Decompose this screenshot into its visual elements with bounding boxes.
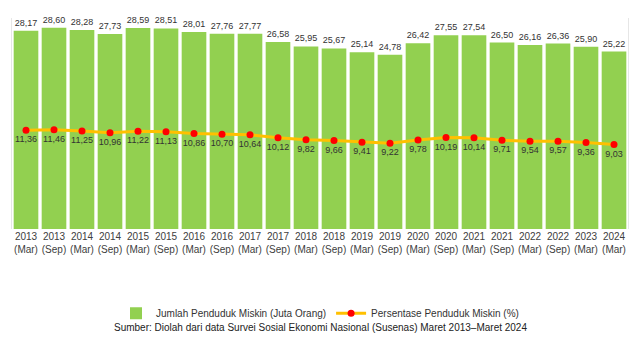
svg-text:11,25: 11,25 bbox=[71, 135, 93, 145]
svg-text:2023(Mar): 2023(Mar) bbox=[574, 231, 598, 255]
svg-text:9,36: 9,36 bbox=[577, 147, 595, 157]
svg-text:9,57: 9,57 bbox=[549, 145, 567, 155]
svg-text:26,16: 26,16 bbox=[519, 32, 542, 42]
svg-text:9,82: 9,82 bbox=[297, 144, 315, 154]
svg-text:25,67: 25,67 bbox=[323, 35, 346, 45]
svg-text:28,17: 28,17 bbox=[15, 18, 38, 28]
svg-text:Jumlah Penduduk Miskin (Juta O: Jumlah Penduduk Miskin (Juta Orang) bbox=[156, 308, 326, 319]
svg-text:9,22: 9,22 bbox=[381, 147, 399, 157]
svg-text:2013(Sep): 2013(Sep) bbox=[42, 231, 66, 255]
svg-text:2015(Mar): 2015(Mar) bbox=[126, 231, 150, 255]
svg-text:10,12: 10,12 bbox=[267, 142, 290, 152]
svg-text:2020(Mar): 2020(Mar) bbox=[406, 231, 430, 255]
svg-text:11,36: 11,36 bbox=[15, 134, 37, 144]
svg-text:2020(Sep): 2020(Sep) bbox=[434, 231, 458, 255]
svg-text:25,95: 25,95 bbox=[295, 33, 318, 43]
svg-text:26,50: 26,50 bbox=[491, 30, 514, 40]
svg-text:27,77: 27,77 bbox=[239, 21, 262, 31]
svg-text:26,36: 26,36 bbox=[547, 31, 570, 41]
svg-text:28,51: 28,51 bbox=[155, 15, 178, 25]
svg-text:27,54: 27,54 bbox=[463, 22, 486, 32]
svg-text:27,55: 27,55 bbox=[435, 22, 458, 32]
svg-text:2017(Sep): 2017(Sep) bbox=[266, 231, 290, 255]
svg-text:10,70: 10,70 bbox=[211, 138, 234, 148]
svg-text:26,42: 26,42 bbox=[407, 30, 430, 40]
svg-text:Persentase Penduduk Miskin (%): Persentase Penduduk Miskin (%) bbox=[371, 308, 519, 319]
svg-text:9,03: 9,03 bbox=[605, 149, 623, 159]
svg-text:9,41: 9,41 bbox=[353, 146, 371, 156]
svg-text:2022(Sep): 2022(Sep) bbox=[546, 231, 570, 255]
svg-text:2018(Sep): 2018(Sep) bbox=[322, 231, 346, 255]
svg-text:28,01: 28,01 bbox=[183, 19, 206, 29]
svg-text:2021(Mar): 2021(Mar) bbox=[462, 231, 486, 255]
svg-text:11,13: 11,13 bbox=[155, 136, 177, 146]
svg-text:2014(Sep): 2014(Sep) bbox=[98, 231, 122, 255]
svg-text:2019(Sep): 2019(Sep) bbox=[378, 231, 402, 255]
svg-text:2024(Mar): 2024(Mar) bbox=[602, 231, 626, 255]
svg-text:9,54: 9,54 bbox=[521, 145, 539, 155]
svg-text:9,71: 9,71 bbox=[493, 144, 511, 154]
svg-text:28,60: 28,60 bbox=[43, 15, 66, 25]
svg-text:2016(Sep): 2016(Sep) bbox=[210, 231, 234, 255]
svg-text:11,46: 11,46 bbox=[43, 134, 65, 144]
svg-text:27,73: 27,73 bbox=[99, 21, 122, 31]
svg-text:2018(Mar): 2018(Mar) bbox=[294, 231, 318, 255]
svg-text:2014(Mar): 2014(Mar) bbox=[70, 231, 94, 255]
svg-text:24,78: 24,78 bbox=[379, 42, 402, 52]
svg-text:25,14: 25,14 bbox=[351, 39, 374, 49]
svg-text:2021(Sep): 2021(Sep) bbox=[490, 231, 514, 255]
svg-text:28,28: 28,28 bbox=[71, 17, 94, 27]
svg-text:25,22: 25,22 bbox=[603, 39, 626, 49]
svg-text:11,22: 11,22 bbox=[127, 135, 149, 145]
svg-text:10,19: 10,19 bbox=[435, 142, 458, 152]
svg-text:Sumber: Diolah dari data Surve: Sumber: Diolah dari data Survei Sosial E… bbox=[114, 322, 527, 333]
svg-text:2013(Mar): 2013(Mar) bbox=[14, 231, 38, 255]
svg-text:2019(Mar): 2019(Mar) bbox=[350, 231, 374, 255]
svg-text:27,76: 27,76 bbox=[211, 21, 234, 31]
svg-text:25,90: 25,90 bbox=[575, 34, 598, 44]
svg-text:10,86: 10,86 bbox=[183, 138, 206, 148]
svg-text:2015(Sep): 2015(Sep) bbox=[154, 231, 178, 255]
svg-text:2022(Mar): 2022(Mar) bbox=[518, 231, 542, 255]
svg-text:10,64: 10,64 bbox=[239, 139, 262, 149]
svg-text:10,96: 10,96 bbox=[99, 137, 122, 147]
svg-text:9,66: 9,66 bbox=[325, 145, 343, 155]
svg-text:10,14: 10,14 bbox=[463, 142, 486, 152]
svg-text:28,59: 28,59 bbox=[127, 15, 150, 25]
svg-text:2016(Mar): 2016(Mar) bbox=[182, 231, 206, 255]
svg-text:26,58: 26,58 bbox=[267, 29, 290, 39]
svg-text:2017(Mar): 2017(Mar) bbox=[238, 231, 262, 255]
svg-text:9,78: 9,78 bbox=[409, 144, 427, 154]
